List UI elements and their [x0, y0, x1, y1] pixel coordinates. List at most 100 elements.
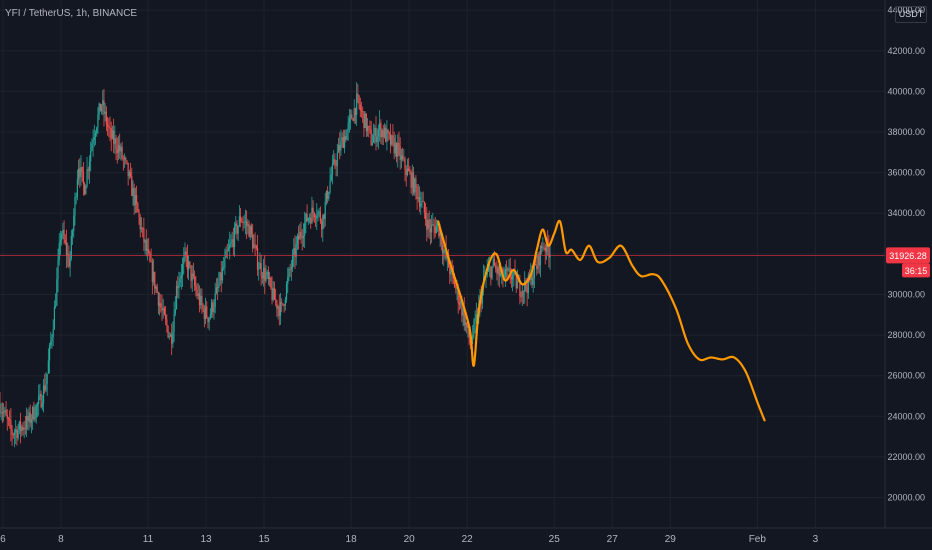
candle-body	[291, 254, 294, 268]
candle-body	[377, 129, 380, 137]
candle-body	[443, 249, 445, 254]
candle-body	[221, 268, 224, 281]
candle-body	[375, 127, 377, 143]
candle-body	[116, 149, 118, 154]
symbol-title[interactable]: YFI / TetherUS, 1h, BINANCE	[5, 8, 138, 19]
candle-body	[142, 227, 144, 229]
candle-body	[404, 158, 406, 170]
candle-body	[342, 137, 344, 149]
candle-body	[51, 336, 53, 341]
candle-body	[294, 247, 296, 257]
candle-body	[317, 211, 319, 216]
candle-body	[440, 233, 442, 246]
candle-body	[42, 385, 45, 404]
candle-body	[0, 412, 2, 414]
candle-body	[185, 251, 187, 256]
candle-body	[423, 201, 425, 213]
candle-body	[481, 287, 483, 304]
candle-body	[468, 326, 470, 340]
candle-body	[462, 309, 464, 316]
candle-body	[505, 269, 508, 271]
candle-body	[531, 273, 533, 285]
candle-body	[382, 129, 384, 138]
candle-body	[276, 300, 278, 309]
candle-body	[394, 143, 396, 154]
candle-body	[261, 275, 263, 279]
candle-body	[15, 429, 17, 433]
candle-body	[368, 126, 370, 127]
candle-body	[217, 287, 219, 289]
time-axis-panel[interactable]	[0, 528, 932, 550]
price-tick-label: 26000.00	[887, 371, 925, 381]
bar-countdown: 36:15	[905, 266, 928, 276]
candle-body	[428, 219, 430, 229]
candle-body	[538, 253, 540, 266]
candle-body	[253, 244, 255, 249]
candle-body	[133, 188, 135, 206]
time-tick-label: 20	[404, 534, 416, 545]
candle-body	[497, 267, 499, 274]
candle-body	[539, 246, 542, 266]
candle-body	[339, 144, 341, 151]
candle-body	[417, 197, 419, 199]
candle-body	[542, 247, 544, 249]
candle-body	[145, 240, 147, 251]
candle-body	[68, 253, 70, 267]
candle-body	[131, 175, 133, 196]
candle-body	[400, 155, 402, 160]
candle-body	[24, 427, 26, 429]
candle-body	[215, 287, 218, 294]
candle-body	[491, 265, 493, 279]
candle-body	[69, 258, 71, 267]
candle-body	[385, 127, 387, 142]
candle-body	[256, 248, 259, 270]
candle-body	[219, 272, 221, 285]
candle-body	[241, 221, 243, 223]
time-tick-label: 29	[665, 534, 677, 545]
candle-body	[508, 268, 510, 270]
candle-body	[353, 108, 355, 121]
candle-body	[366, 126, 369, 132]
candle-body	[194, 276, 196, 286]
candle-body	[82, 171, 85, 184]
currency-unit-button[interactable]: USDT	[895, 6, 927, 23]
candle-body	[204, 306, 207, 319]
candle-body	[61, 234, 63, 241]
price-tick-label: 44000.00	[887, 5, 925, 15]
candle-body	[48, 345, 51, 361]
candle-body	[148, 249, 150, 254]
candle-body	[229, 244, 231, 249]
candle-body	[102, 100, 104, 106]
candle-body	[203, 309, 205, 319]
candle-body	[6, 415, 8, 419]
candle-body	[545, 238, 548, 252]
candle-body	[395, 143, 398, 157]
candle-body	[329, 180, 331, 193]
candle-body	[202, 305, 204, 310]
candle-body	[200, 295, 202, 306]
price-tick-label: 22000.00	[887, 452, 925, 462]
candle-body	[134, 194, 137, 206]
candle-body	[512, 275, 514, 280]
candle-body	[22, 426, 24, 430]
candle-body	[197, 293, 199, 296]
candle-body	[270, 277, 272, 288]
candle-body	[358, 95, 360, 105]
candle-body	[100, 105, 103, 112]
candle-body	[171, 334, 173, 344]
candle-body	[473, 320, 475, 336]
candle-body	[504, 269, 506, 277]
candle-body	[226, 250, 228, 252]
candle-body	[165, 314, 167, 320]
countdown-badge	[902, 263, 930, 278]
candle-body	[357, 93, 359, 96]
candle-body	[295, 243, 297, 257]
candle-body	[180, 275, 182, 279]
candle-body	[351, 114, 353, 120]
projection-drawing[interactable]	[437, 219, 766, 422]
candle-body	[266, 271, 268, 275]
candle-body	[91, 143, 93, 151]
candle-body	[188, 261, 190, 270]
candle-body	[62, 230, 64, 235]
